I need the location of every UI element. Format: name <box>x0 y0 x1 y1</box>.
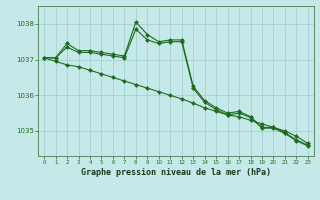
X-axis label: Graphe pression niveau de la mer (hPa): Graphe pression niveau de la mer (hPa) <box>81 168 271 177</box>
